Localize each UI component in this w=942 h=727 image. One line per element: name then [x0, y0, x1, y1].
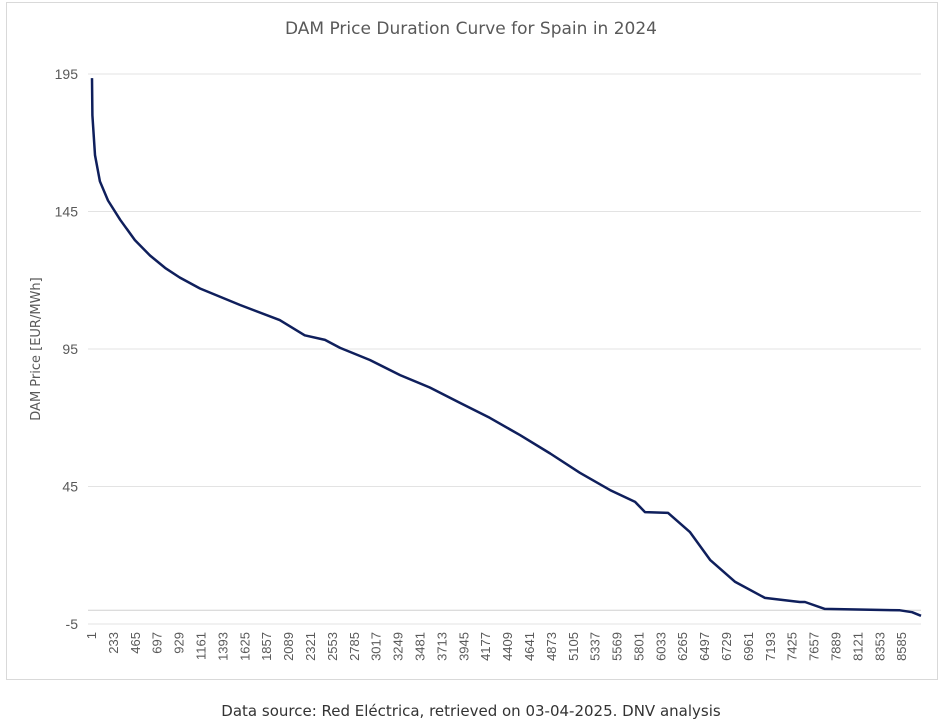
- x-tick-label: 7889: [829, 632, 844, 661]
- x-tick-label: 465: [128, 632, 143, 654]
- x-tick-label: 2089: [281, 632, 296, 661]
- x-tick-label: 233: [106, 632, 121, 654]
- data-source-note: Data source: Red Eléctrica, retrieved on…: [221, 702, 721, 720]
- x-tick-label: 1857: [259, 632, 274, 661]
- x-tick-label: 3481: [412, 632, 427, 661]
- x-tick-label: 1: [84, 632, 99, 639]
- x-tick-label: 8353: [872, 632, 887, 661]
- x-tick-label: 697: [150, 632, 165, 654]
- y-axis-label: DAM Price [EUR/MWh]: [29, 277, 44, 420]
- x-tick-label: 1161: [193, 632, 208, 660]
- x-tick-label: 6265: [675, 632, 690, 661]
- x-tick-label: 7193: [763, 632, 778, 661]
- x-tick-label: 3945: [456, 632, 471, 661]
- x-tick-label: 3249: [391, 632, 406, 661]
- x-tick-label: 2321: [303, 632, 318, 661]
- x-tick-label: 1625: [237, 632, 252, 661]
- x-tick-label: 7657: [807, 632, 822, 661]
- y-tick-label: 195: [55, 66, 79, 82]
- chart-frame: [6, 2, 938, 680]
- x-tick-label: 4641: [522, 632, 537, 661]
- x-tick-label: 5569: [610, 632, 625, 661]
- x-tick-label: 6961: [741, 632, 756, 661]
- x-tick-label: 4177: [478, 632, 493, 661]
- x-tick-label: 6033: [653, 632, 668, 661]
- x-tick-label: 3713: [434, 632, 449, 661]
- y-tick-label: 145: [55, 204, 79, 220]
- x-tick-label: 2785: [347, 632, 362, 661]
- x-tick-label: 3017: [369, 632, 384, 661]
- price-duration-line: [90, 78, 922, 617]
- x-tick-label: 929: [172, 632, 187, 654]
- y-tick-label: 45: [62, 479, 78, 495]
- y-tick-label: 95: [62, 341, 78, 357]
- y-tick-label: -5: [66, 616, 79, 632]
- x-tick-label: 2553: [325, 632, 340, 661]
- x-tick-label: 1393: [215, 632, 230, 661]
- x-tick-label: 4873: [544, 632, 559, 661]
- x-tick-label: 5337: [588, 632, 603, 661]
- x-tick-label: 5801: [631, 632, 646, 661]
- x-tick-label: 5105: [566, 632, 581, 661]
- x-tick-label: 8121: [850, 632, 865, 661]
- x-tick-label: 7425: [785, 632, 800, 661]
- chart-title: DAM Price Duration Curve for Spain in 20…: [285, 19, 657, 39]
- x-tick-label: 6729: [719, 632, 734, 661]
- x-tick-label: 8585: [894, 632, 909, 661]
- price-duration-chart: DAM Price Duration Curve for Spain in 20…: [29, 19, 922, 661]
- x-tick-label: 6497: [697, 632, 712, 661]
- x-tick-label: 4409: [500, 632, 515, 661]
